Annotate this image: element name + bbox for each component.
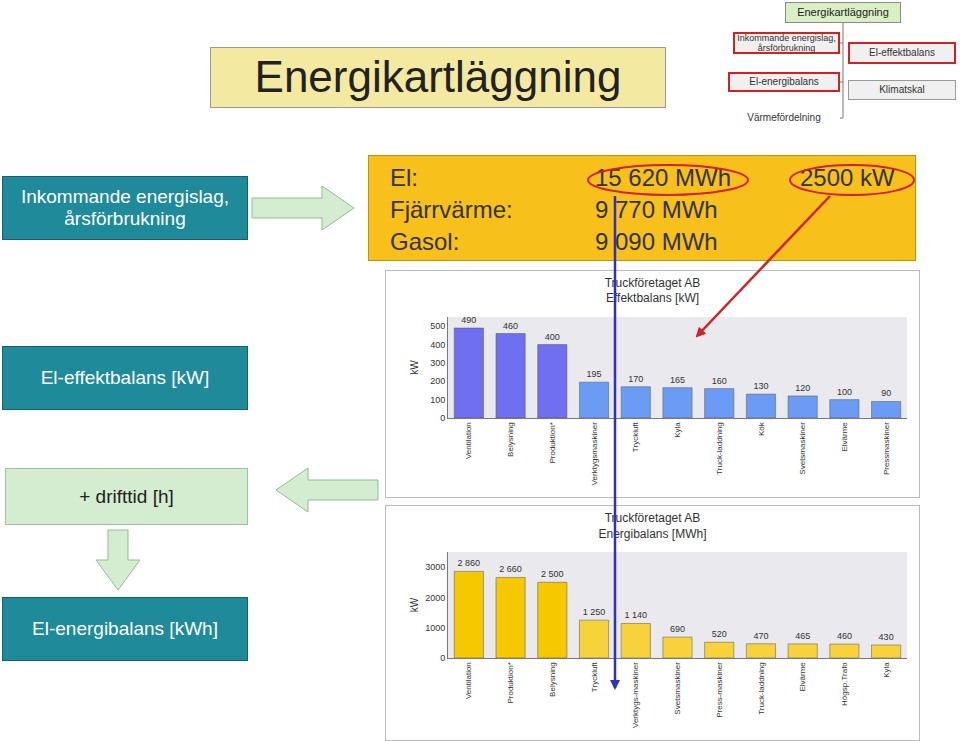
svg-text:Kyla: Kyla bbox=[882, 662, 891, 678]
html-text:Gasol:: Gasol: bbox=[390, 228, 460, 255]
svg-text:2 860: 2 860 bbox=[458, 558, 481, 568]
svg-text:460: 460 bbox=[837, 631, 852, 641]
svg-text:300: 300 bbox=[430, 358, 445, 368]
svg-text:Kök: Kök bbox=[757, 421, 766, 436]
svg-text:460: 460 bbox=[503, 321, 518, 331]
html-text:+ drifttid [h]: + drifttid [h] bbox=[79, 485, 174, 507]
svg-text:Verktygsmaskiner: Verktygsmaskiner bbox=[590, 422, 599, 485]
html-text:Fjärrvärme:: Fjärrvärme: bbox=[390, 196, 513, 223]
svg-text:Svetsmaskiner: Svetsmaskiner bbox=[798, 422, 807, 475]
svg-text:160: 160 bbox=[712, 376, 727, 386]
svg-text:200: 200 bbox=[430, 376, 445, 386]
svg-text:500: 500 bbox=[430, 321, 445, 331]
svg-text:195: 195 bbox=[587, 369, 602, 379]
svg-text:Press-maskiner: Press-maskiner bbox=[715, 662, 724, 718]
svg-text:Ventilation: Ventilation bbox=[464, 422, 473, 459]
svg-text:90: 90 bbox=[881, 388, 891, 398]
svg-text:100: 100 bbox=[837, 387, 852, 397]
svg-text:Elvärme: Elvärme bbox=[840, 422, 849, 452]
svg-text:Svetsmaskiner: Svetsmaskiner bbox=[673, 662, 682, 715]
svg-text:170: 170 bbox=[628, 374, 643, 384]
svg-text:Truckföretaget ABEnergibalans: Truckföretaget ABEnergibalans [MWh] bbox=[598, 511, 706, 541]
html-text:Energikartläggning: Energikartläggning bbox=[797, 6, 889, 19]
html-text:9 770 MWh: 9 770 MWh bbox=[595, 196, 718, 223]
svg-text:165: 165 bbox=[670, 375, 685, 385]
svg-text:Produktion*: Produktion* bbox=[548, 422, 557, 463]
svg-text:1000: 1000 bbox=[425, 623, 445, 633]
svg-text:Belysning: Belysning bbox=[548, 662, 557, 697]
svg-text:120: 120 bbox=[795, 383, 810, 393]
svg-text:Belysning: Belysning bbox=[506, 422, 515, 457]
svg-text:kW: kW bbox=[409, 597, 420, 612]
html-text:El-effektbalans: El-effektbalans bbox=[869, 47, 935, 59]
svg-text:Tryckluft: Tryckluft bbox=[590, 661, 599, 692]
html-text:Energikartläggning: Energikartläggning bbox=[254, 52, 622, 102]
svg-text:2 660: 2 660 bbox=[499, 564, 522, 574]
svg-text:1 140: 1 140 bbox=[625, 610, 648, 620]
html-text:El-energibalans: El-energibalans bbox=[749, 76, 819, 88]
svg-text:0: 0 bbox=[440, 413, 445, 423]
svg-text:1 250: 1 250 bbox=[583, 607, 606, 617]
svg-text:470: 470 bbox=[753, 631, 768, 641]
svg-text:130: 130 bbox=[753, 381, 768, 391]
svg-text:Högsp.Trafo: Högsp.Trafo bbox=[840, 662, 849, 706]
svg-text:3000: 3000 bbox=[425, 562, 445, 572]
svg-text:Pressmaskiner: Pressmaskiner bbox=[882, 422, 891, 475]
html-text:15 620 MWh: 15 620 MWh bbox=[595, 164, 732, 191]
svg-text:0: 0 bbox=[440, 653, 445, 663]
svg-text:490: 490 bbox=[461, 315, 476, 325]
svg-text:430: 430 bbox=[879, 632, 894, 642]
html-text:Värmefördelning: Värmefördelning bbox=[747, 112, 821, 124]
svg-text:100: 100 bbox=[430, 395, 445, 405]
svg-text:Truck-laddning: Truck-laddning bbox=[715, 422, 724, 475]
svg-text:400: 400 bbox=[430, 340, 445, 350]
svg-text:Kyla: Kyla bbox=[673, 422, 682, 438]
html-text:El:: El: bbox=[390, 164, 418, 191]
svg-text:Truck-laddning: Truck-laddning bbox=[757, 662, 766, 715]
svg-text:Elvärme: Elvärme bbox=[798, 662, 807, 692]
svg-text:Truckföretaget ABEffektbalans: Truckföretaget ABEffektbalans [kW] bbox=[605, 276, 701, 306]
svg-text:kW: kW bbox=[409, 360, 420, 375]
svg-text:520: 520 bbox=[712, 629, 727, 639]
html-text:Inkommande energislag, årsförb: Inkommande energislag, årsförbrukning bbox=[21, 186, 229, 229]
html-text:9 090 MWh: 9 090 MWh bbox=[595, 228, 718, 255]
svg-text:2000: 2000 bbox=[425, 593, 445, 603]
svg-text:465: 465 bbox=[795, 631, 810, 641]
svg-text:690: 690 bbox=[670, 624, 685, 634]
svg-text:2 500: 2 500 bbox=[541, 569, 564, 579]
svg-text:Tryckluft: Tryckluft bbox=[631, 421, 640, 452]
svg-text:Produktion*: Produktion* bbox=[506, 662, 515, 703]
svg-text:400: 400 bbox=[545, 332, 560, 342]
html-text:El-effektbalans [kW]: El-effektbalans [kW] bbox=[40, 367, 210, 389]
svg-text:Verktygs-maskiner: Verktygs-maskiner bbox=[631, 662, 640, 728]
html-text:Inkommande energislag, årsförb: Inkommande energislag, årsförbrukning bbox=[737, 32, 836, 53]
html-text:El-energibalans [kWh]: El-energibalans [kWh] bbox=[32, 618, 218, 640]
svg-text:Ventilation: Ventilation bbox=[464, 662, 473, 699]
html-text:2500 kW: 2500 kW bbox=[800, 164, 895, 191]
html-text:Klimatskal: Klimatskal bbox=[879, 84, 925, 96]
